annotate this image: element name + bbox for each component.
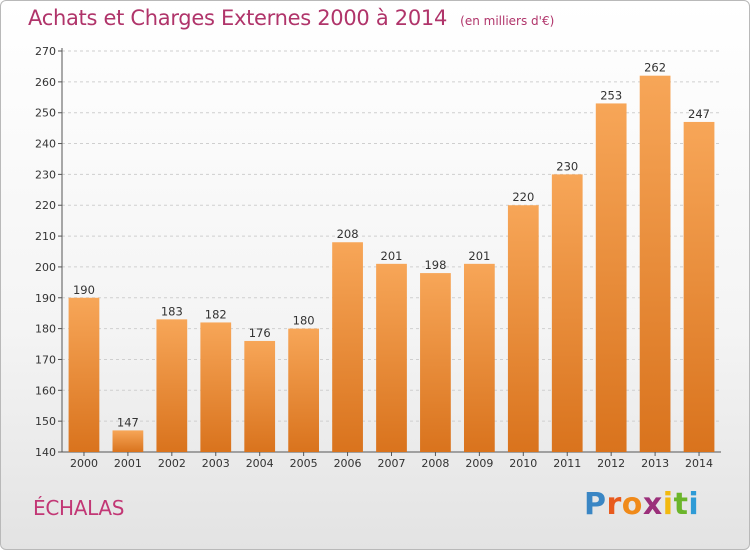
- x-tick-label-2009: 2009: [465, 457, 493, 470]
- value-label-2004: 176: [249, 326, 271, 340]
- bar-2006: [332, 242, 363, 452]
- x-tick-label-2000: 2000: [70, 457, 98, 470]
- x-tick-label-2001: 2001: [114, 457, 142, 470]
- value-label-2009: 201: [468, 249, 490, 263]
- bar-2004: [244, 340, 276, 452]
- y-tick-label: 200: [35, 261, 56, 274]
- place-name: ÉCHALAS: [33, 496, 125, 520]
- y-tick-label: 220: [35, 199, 56, 212]
- bar-2000: [68, 297, 100, 452]
- value-label-2013: 262: [644, 61, 666, 75]
- logo-letter: r: [606, 487, 622, 522]
- chart-unit: (en milliers d'€): [460, 14, 555, 28]
- value-label-2007: 201: [381, 249, 403, 263]
- logo-letter: o: [621, 487, 643, 522]
- logo-letter: P: [584, 487, 607, 522]
- bar-2012: [595, 103, 627, 452]
- value-label-2000: 190: [73, 283, 95, 297]
- value-label-2012: 253: [600, 88, 622, 102]
- y-tick-label: 170: [35, 353, 56, 366]
- x-tick-label-2011: 2011: [553, 457, 581, 470]
- bar-2008: [420, 273, 451, 452]
- logo-letter: i: [688, 487, 700, 522]
- y-tick-label: 210: [35, 230, 56, 243]
- y-tick-label: 230: [35, 168, 56, 181]
- bar-2009: [463, 263, 495, 452]
- x-tick-label-2002: 2002: [158, 457, 186, 470]
- x-tick-label-2012: 2012: [597, 457, 625, 470]
- y-tick-label: 150: [35, 415, 56, 428]
- value-label-2005: 180: [293, 314, 315, 328]
- x-tick-label-2007: 2007: [378, 457, 406, 470]
- y-tick-label: 140: [35, 446, 56, 459]
- y-tick-label: 270: [35, 45, 56, 58]
- logo-letter: t: [673, 487, 689, 522]
- y-tick-label: 190: [35, 292, 56, 305]
- x-tick-label-2006: 2006: [334, 457, 362, 470]
- logo-letter: x: [642, 487, 663, 522]
- chart-title-block: Achats et Charges Externes 2000 à 2014 (…: [28, 6, 554, 30]
- y-tick-label: 250: [35, 107, 56, 120]
- y-tick-label: 180: [35, 323, 56, 336]
- value-label-2006: 208: [337, 227, 359, 241]
- x-tick-label-2003: 2003: [202, 457, 230, 470]
- chart-title: Achats et Charges Externes 2000 à 2014: [28, 6, 448, 30]
- y-tick-label: 260: [35, 76, 56, 89]
- bar-2001: [112, 430, 144, 452]
- x-tick-label-2014: 2014: [685, 457, 713, 470]
- y-tick-label: 160: [35, 384, 56, 397]
- x-tick-label-2013: 2013: [641, 457, 669, 470]
- x-tick-label-2008: 2008: [421, 457, 449, 470]
- value-label-2010: 220: [512, 190, 534, 204]
- bars: [68, 75, 715, 452]
- bar-2002: [156, 319, 188, 452]
- value-label-2002: 183: [161, 304, 183, 318]
- x-tick-label-2005: 2005: [290, 457, 318, 470]
- value-label-2014: 247: [688, 107, 710, 121]
- bar-2003: [200, 322, 232, 452]
- bar-2007: [376, 263, 407, 452]
- x-tick-label-2010: 2010: [509, 457, 537, 470]
- labels: 140 150 160 170 180 190 200 210 220 230 240 250 260 2…: [35, 45, 713, 470]
- x-tick-label-2004: 2004: [246, 457, 274, 470]
- logo-letter: i: [662, 487, 674, 522]
- bar-2010: [507, 205, 539, 452]
- value-label-2001: 147: [117, 415, 139, 429]
- bar-2013: [639, 75, 671, 452]
- value-label-2003: 182: [205, 307, 227, 321]
- value-label-2008: 198: [424, 258, 446, 272]
- bar-2014: [683, 121, 715, 452]
- bar-2011: [551, 174, 583, 452]
- proxiti-logo: Proxiti: [584, 487, 699, 522]
- bar-2005: [288, 328, 320, 452]
- value-label-2011: 230: [556, 159, 578, 173]
- y-tick-label: 240: [35, 138, 56, 151]
